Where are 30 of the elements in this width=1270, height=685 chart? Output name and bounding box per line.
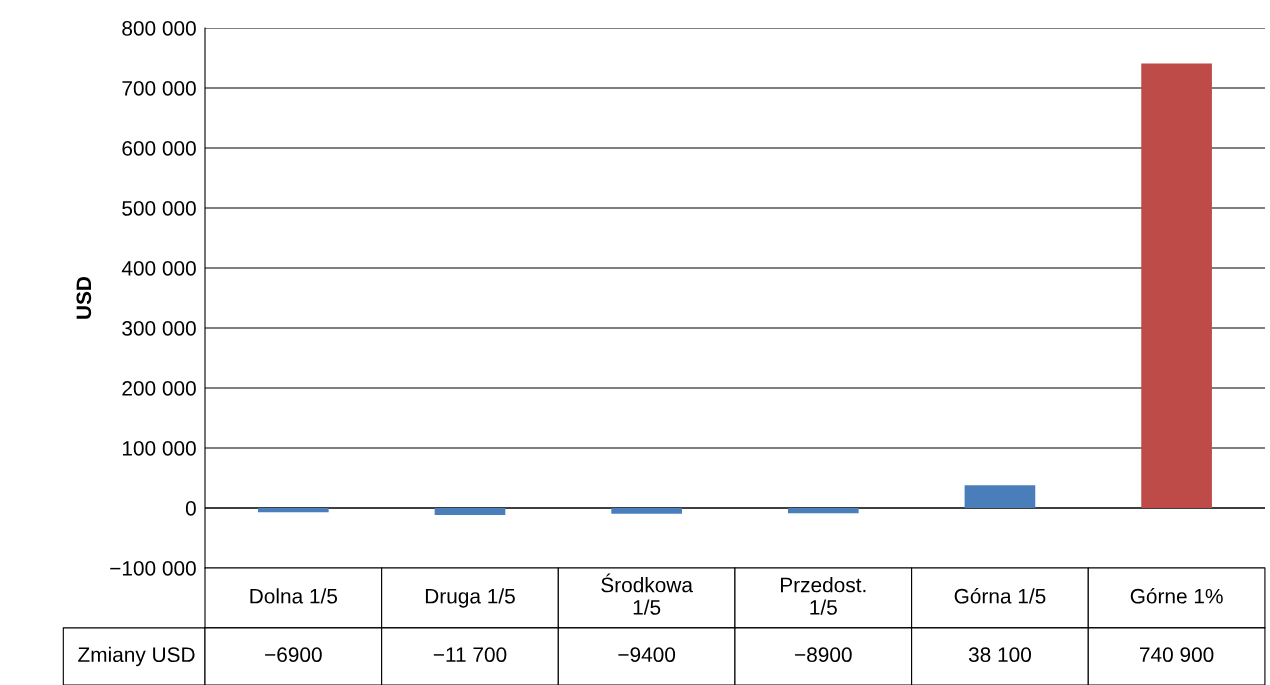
bar — [258, 508, 329, 513]
bar — [787, 508, 859, 514]
bar — [434, 508, 506, 516]
bar — [1141, 63, 1212, 508]
bar — [964, 485, 1036, 508]
data-label: 740 900 — [1140, 647, 1214, 663]
y-tick-label: 100 000 — [122, 441, 196, 456]
x-tick-label: Środkowa 1/5 — [601, 573, 693, 615]
x-tick-label: Górna 1/5 — [954, 588, 1046, 604]
y-tick-label: 500 000 — [122, 201, 196, 216]
bar — [611, 508, 682, 514]
data-label: −11 700 — [433, 647, 507, 663]
data-label: −8900 — [795, 647, 852, 663]
y-tick-label: 400 000 — [121, 261, 196, 276]
y-tick-label: 0 — [185, 501, 196, 516]
y-tick-label: 700 000 — [122, 81, 196, 96]
y-tick-label: −100 000 — [110, 561, 196, 576]
y-tick-label: 600 000 — [122, 141, 196, 156]
y-tick-label: 800 000 — [122, 21, 196, 36]
text: Zmiany USD — [78, 646, 195, 667]
x-tick-label: Przedost. 1/5 — [781, 577, 866, 615]
y-tick-label: 300 000 — [122, 321, 196, 336]
data-label: −6900 — [265, 647, 322, 663]
x-tick-label: Druga 1/5 — [425, 588, 515, 608]
x-tick-label: Górne 1% — [1130, 588, 1223, 604]
data-label: 38 100 — [968, 647, 1031, 663]
y-tick-label: 200 000 — [122, 381, 196, 396]
y-axis-title: USD — [76, 276, 92, 319]
x-tick-label: Dolna 1/5 — [250, 588, 338, 604]
data-label: −9400 — [618, 647, 676, 663]
